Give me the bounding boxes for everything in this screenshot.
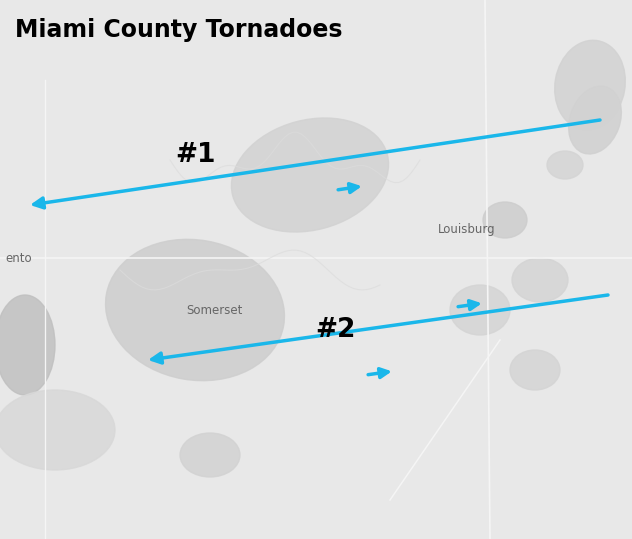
Ellipse shape [512, 258, 568, 302]
Ellipse shape [569, 86, 621, 154]
Text: #1: #1 [175, 142, 216, 168]
Ellipse shape [547, 151, 583, 179]
Ellipse shape [555, 40, 625, 130]
Ellipse shape [483, 202, 527, 238]
Ellipse shape [231, 118, 389, 232]
Ellipse shape [180, 433, 240, 477]
Ellipse shape [450, 285, 510, 335]
Text: Miami County Tornadoes: Miami County Tornadoes [15, 18, 343, 42]
Ellipse shape [106, 239, 284, 381]
Ellipse shape [0, 295, 55, 395]
Text: Somerset: Somerset [186, 303, 243, 316]
Ellipse shape [510, 350, 560, 390]
Text: ento: ento [5, 252, 32, 265]
Text: #2: #2 [315, 317, 355, 343]
Text: Louisburg: Louisburg [438, 224, 495, 237]
Ellipse shape [0, 390, 115, 470]
